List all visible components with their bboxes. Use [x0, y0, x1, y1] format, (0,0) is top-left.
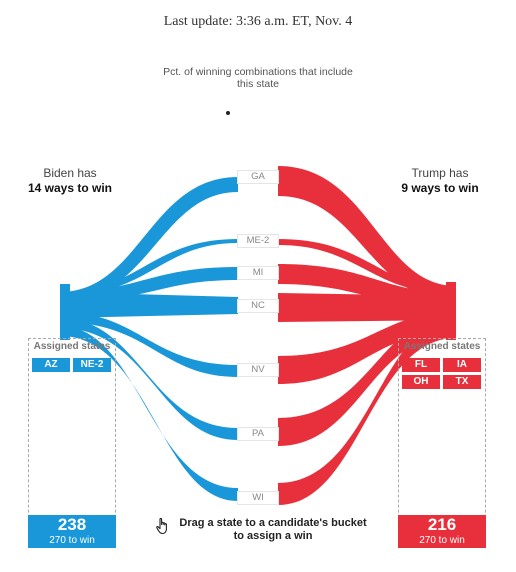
hand-pointer-icon: [156, 517, 167, 535]
drag-hint-text: Drag a state to a candidate's bucket to …: [179, 517, 367, 542]
trump-bucket[interactable]: Assigned states FL IA OH TX 216 270 to w…: [398, 338, 486, 548]
trump-trunk: [446, 282, 456, 340]
chip-ne-2[interactable]: NE-2: [73, 358, 111, 372]
biden-heading: Biden has 14 ways to win: [20, 166, 120, 196]
flow-biden-ga: [60, 177, 238, 302]
flow-trump-nc: [278, 293, 456, 322]
drag-hint: Drag a state to a candidate's bucket to …: [155, 516, 370, 546]
flow-trump-wi: [278, 318, 456, 505]
biden-bucket-title: Assigned states: [33, 341, 111, 352]
flow-biden-me2: [60, 239, 238, 296]
biden-label: Biden has: [43, 166, 97, 180]
state-nv[interactable]: NV: [237, 363, 279, 377]
annotation-dot: [226, 111, 230, 115]
state-me-2[interactable]: ME-2: [237, 234, 279, 248]
trump-to-win: 270 to win: [419, 535, 465, 546]
biden-ways-to-win: 14 ways to win: [27, 181, 113, 195]
trump-bucket-title: Assigned states: [403, 341, 481, 352]
flow-trump-pa: [278, 314, 456, 446]
flow-biden-pa: [60, 318, 238, 440]
flow-biden-nc: [60, 292, 238, 318]
last-update-text: Last update: 3:36 a.m. ET, Nov. 4: [163, 14, 353, 29]
trump-heading: Trump has 9 ways to win: [390, 166, 490, 196]
state-pa[interactable]: PA: [237, 427, 279, 441]
biden-flows: [60, 177, 238, 501]
biden-assigned-states: AZ NE-2: [32, 358, 112, 372]
chip-fl[interactable]: FL: [402, 358, 440, 372]
trump-flows: [278, 166, 456, 505]
trump-electoral-votes: 216: [427, 515, 457, 534]
biden-trunk: [60, 284, 70, 340]
flow-biden-nv: [60, 312, 238, 377]
chip-az[interactable]: AZ: [32, 358, 70, 372]
chip-oh[interactable]: OH: [402, 375, 440, 389]
annotation-text: Pct. of winning combinations that includ…: [163, 66, 353, 90]
chip-ia[interactable]: IA: [443, 358, 481, 372]
state-mi[interactable]: MI: [237, 266, 279, 280]
biden-bucket[interactable]: Assigned states AZ NE-2 238 270 to win: [28, 338, 116, 548]
trump-total: 216 270 to win: [398, 515, 486, 548]
biden-to-win: 270 to win: [49, 535, 95, 546]
biden-total: 238 270 to win: [28, 515, 116, 548]
state-wi[interactable]: WI: [237, 491, 279, 505]
trump-ways-to-win: 9 ways to win: [401, 181, 479, 195]
state-ga[interactable]: GA: [237, 170, 279, 184]
trump-assigned-states: FL IA OH TX: [402, 358, 482, 389]
chip-tx[interactable]: TX: [443, 375, 481, 389]
flow-trump-me2: [278, 239, 456, 294]
biden-electoral-votes: 238: [57, 515, 87, 534]
trump-label: Trump has: [411, 166, 469, 180]
state-nc[interactable]: NC: [237, 299, 279, 313]
flow-trump-ga: [278, 166, 456, 302]
